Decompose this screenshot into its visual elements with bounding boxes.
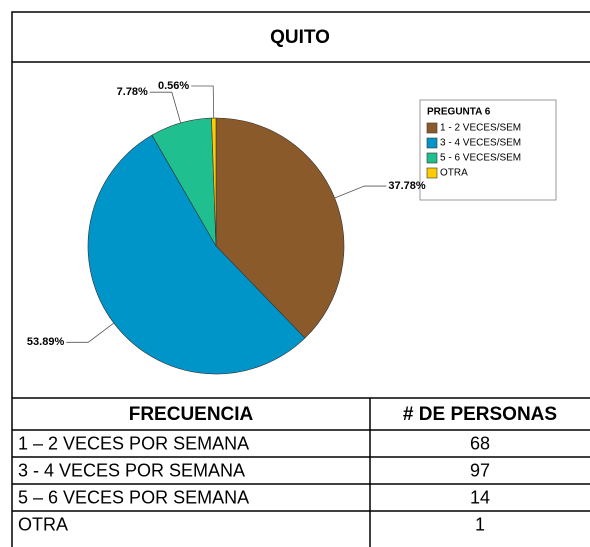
table-cell: 68 [470, 433, 490, 453]
legend-label: OTRA [440, 168, 468, 179]
table-cell: 1 – 2 VECES POR SEMANA [18, 433, 249, 453]
legend-swatch [426, 167, 438, 179]
table-cell: 97 [470, 460, 490, 480]
legend-label: 5 - 6 VECES/SEM [440, 153, 521, 164]
data-label: 37.78% [388, 180, 426, 192]
legend-swatch [426, 152, 438, 164]
table-header: # DE PERSONAS [403, 404, 557, 425]
table-cell: 1 [475, 514, 485, 534]
table-cell: 14 [470, 487, 490, 507]
table-cell: 3 - 4 VECES POR SEMANA [18, 460, 245, 480]
legend-label: 3 - 4 VECES/SEM [440, 138, 521, 149]
pie-slice [87, 134, 306, 375]
table-cell: OTRA [18, 514, 68, 534]
leader-line [334, 185, 387, 199]
legend-box [419, 99, 557, 201]
leader-line [149, 91, 182, 124]
legend-title: PREGUNTA 6 [427, 107, 491, 118]
legend-swatch [426, 137, 438, 149]
chart-title: QUITO [270, 27, 330, 48]
legend-swatch [426, 122, 438, 134]
table-header: FRECUENCIA [129, 404, 254, 425]
data-label: 7.78% [117, 86, 148, 98]
table-cell: 5 – 6 VECES POR SEMANA [18, 487, 249, 507]
data-label: 0.56% [158, 80, 189, 92]
data-label: 53.89% [27, 336, 65, 348]
leader-line [191, 85, 215, 119]
frame [11, 11, 590, 547]
leader-line [66, 322, 115, 343]
legend-label: 1 - 2 VECES/SEM [440, 123, 521, 134]
pie-slice [215, 117, 345, 339]
